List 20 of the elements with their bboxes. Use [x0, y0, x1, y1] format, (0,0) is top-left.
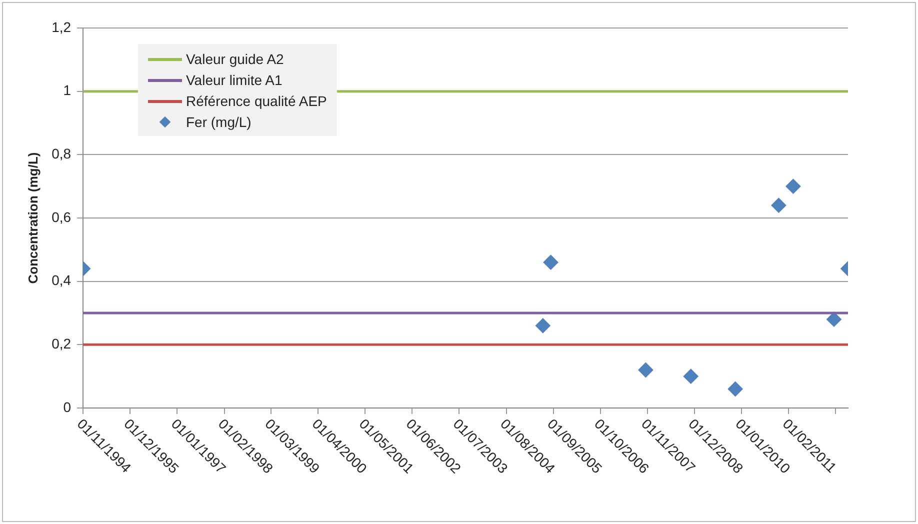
point	[826, 312, 842, 327]
legend-label: Fer (mg/L)	[186, 114, 252, 130]
legend-label: Référence qualité AEP	[186, 92, 327, 108]
y-tick-label: 1,2	[52, 18, 72, 35]
point	[638, 362, 654, 378]
y-tick-label: 0,2	[52, 336, 72, 352]
y-tick-label: 0,4	[52, 272, 72, 288]
point	[535, 318, 550, 334]
y-tick-label: 0,8	[52, 146, 72, 162]
y-tick-label: 0,6	[52, 208, 72, 225]
point	[786, 178, 801, 194]
point	[543, 254, 558, 270]
legend-label: Valeur limite A1	[186, 72, 282, 88]
point	[728, 382, 743, 396]
point	[683, 368, 698, 384]
legend-label: Valeur guide A2	[186, 50, 284, 66]
y-axis-title: Concentration (mg/L)	[25, 152, 40, 284]
y-tick-label: 1	[63, 82, 72, 98]
y-tick-label: 0	[63, 398, 72, 415]
point	[771, 198, 786, 213]
